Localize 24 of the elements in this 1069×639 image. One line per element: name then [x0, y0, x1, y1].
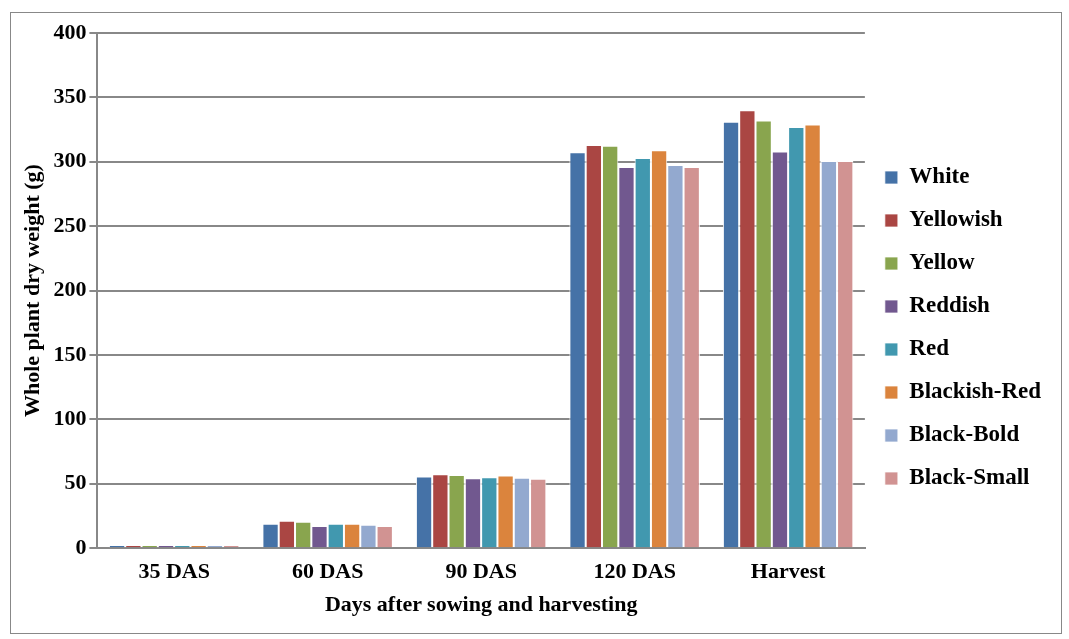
y-tick-label: 150 — [53, 340, 87, 366]
y-tick-label: 400 — [53, 18, 87, 44]
x-tick-label: 35 DAS — [138, 558, 210, 584]
legend-label: Yellow — [909, 249, 975, 275]
y-tick-label: 250 — [53, 211, 87, 237]
y-tick-label: 0 — [75, 533, 87, 559]
legend-label: Yellowish — [909, 206, 1003, 232]
x-tick-label: 60 DAS — [291, 558, 364, 584]
y-tick-label: 100 — [53, 405, 87, 431]
x-tick-label: Harvest — [750, 558, 827, 584]
legend-label: Black-Small — [909, 464, 1030, 490]
y-axis-title: Whole plant dry weight (g) — [18, 164, 44, 418]
legend-label: White — [909, 163, 970, 189]
x-axis-title: Days after sowing and harvesting — [324, 591, 638, 617]
legend-label: Red — [909, 335, 950, 361]
x-tick-label: 90 DAS — [445, 558, 517, 584]
y-tick-label: 350 — [53, 83, 87, 109]
legend-label: Black-Bold — [909, 421, 1020, 447]
y-tick-label: 300 — [53, 147, 87, 173]
y-tick-label: 50 — [64, 469, 87, 495]
x-tick-label: 120 DAS — [593, 558, 676, 584]
y-tick-label: 200 — [53, 276, 87, 302]
legend-label: Reddish — [909, 292, 991, 318]
legend-label: Blackish-Red — [909, 378, 1042, 404]
